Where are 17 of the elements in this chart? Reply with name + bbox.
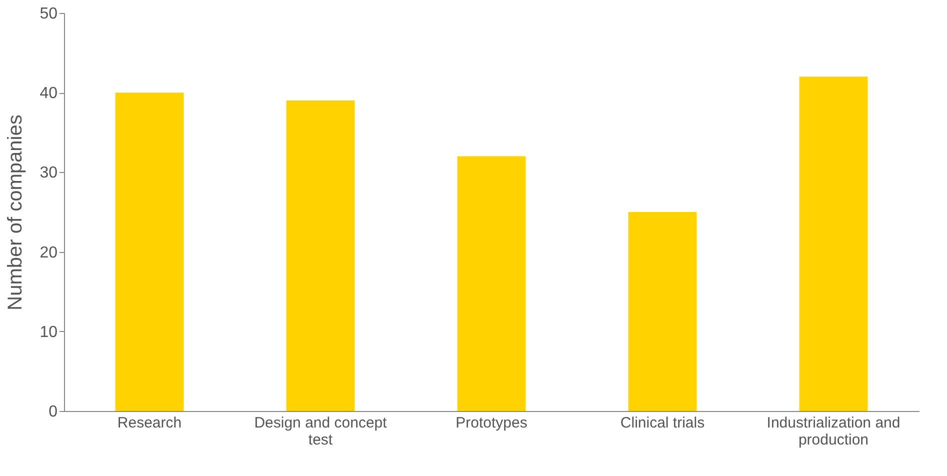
bar [286, 100, 355, 411]
y-tick-label: 40 [40, 85, 58, 102]
bar [457, 156, 526, 411]
x-tick-label: Design and concept test [254, 414, 388, 448]
y-tick-label: 0 [48, 404, 58, 420]
x-tick-label: Industrialization and production [766, 414, 900, 448]
x-tick-label: Prototypes [456, 414, 528, 432]
bar [799, 76, 868, 411]
y-tick-label: 10 [40, 324, 58, 341]
x-tick-label: Clinical trials [620, 414, 705, 432]
y-tick-label: 30 [40, 164, 58, 182]
bar [628, 212, 697, 411]
y-tick-label: 50 [40, 6, 58, 22]
bar [115, 92, 184, 411]
x-tick-label: Research [117, 414, 182, 432]
y-tick-label: 20 [40, 244, 58, 262]
y-axis-title: Number of companies [4, 114, 27, 310]
